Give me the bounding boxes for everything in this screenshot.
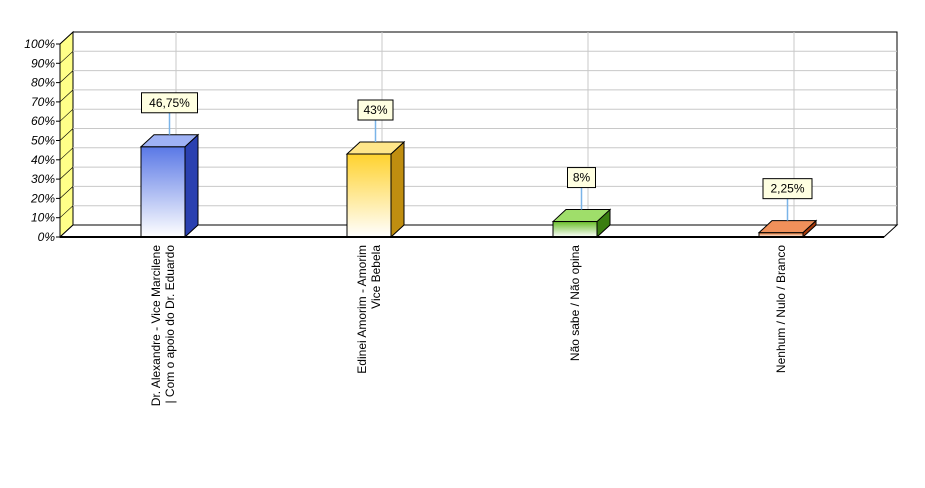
bar-top	[139, 134, 200, 148]
category-label: Nenhum / Nulo / Branco	[774, 245, 788, 373]
data-label: 2,25%	[770, 182, 804, 196]
gridline-side	[59, 31, 74, 45]
y-tick-label: 70%	[31, 95, 55, 109]
y-tick-label: 40%	[31, 153, 55, 167]
y-tick-label: 10%	[31, 211, 55, 225]
data-label-box	[141, 92, 198, 114]
data-label: 46,75%	[149, 96, 190, 110]
y-tick-label: 60%	[31, 114, 55, 128]
y-tick-label: 50%	[31, 134, 55, 148]
bar-top	[551, 209, 612, 223]
y-tick-label: 80%	[31, 76, 55, 90]
bar-front[interactable]	[552, 221, 598, 238]
data-label-box	[357, 99, 394, 121]
y-tick-label: 90%	[31, 56, 55, 70]
gridline-side	[59, 186, 74, 199]
bar-top	[757, 220, 818, 234]
bar-front[interactable]	[140, 146, 186, 238]
bar-side	[184, 133, 199, 239]
bar-top	[345, 141, 406, 155]
bar-side	[390, 140, 405, 239]
gridline-side	[59, 108, 74, 122]
y-tick-label: 20%	[30, 191, 55, 205]
gridline-side	[59, 205, 74, 218]
gridline-side	[59, 128, 74, 141]
y-tick-label: 30%	[31, 172, 55, 186]
bar-front[interactable]	[346, 153, 392, 238]
gridline-side	[59, 166, 74, 180]
category-label: Dr. Alexandre - Vice Marcilene	[149, 245, 163, 407]
data-label-box	[762, 178, 813, 200]
data-label: 8%	[573, 171, 591, 185]
category-label: Não sabe / Não opina	[568, 245, 582, 361]
category-label: Edinei Amorim - Amorim	[355, 245, 369, 374]
gridline-side	[59, 51, 74, 64]
data-label-box	[567, 167, 596, 189]
category-label: | Com o apoio do Dr. Eduardo	[163, 245, 177, 404]
y-tick-label: 100%	[24, 37, 55, 51]
data-label: 43%	[363, 103, 387, 117]
category-label: Vice Bebela	[369, 245, 383, 309]
gridline-side	[59, 147, 74, 161]
y-tick-label: 0%	[38, 230, 56, 244]
gridline-side	[59, 70, 74, 83]
gridline-side	[59, 89, 74, 103]
